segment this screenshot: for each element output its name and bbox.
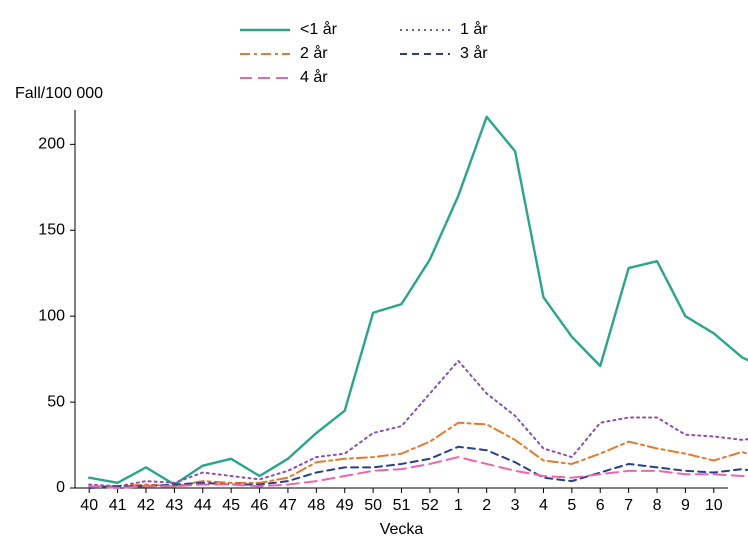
y-tick-label: 0 [56, 479, 65, 496]
x-tick-label: 6 [596, 497, 605, 514]
legend-label: 2 år [300, 44, 328, 62]
x-tick-label: 10 [705, 497, 723, 514]
x-tick-label: 5 [567, 497, 576, 514]
legend-label: 3 år [460, 44, 488, 62]
x-tick-label: 7 [624, 497, 633, 514]
chart-container: 050100150200Fall/100 0004041424344454647… [0, 0, 748, 544]
line-chart: 050100150200Fall/100 0004041424344454647… [0, 0, 748, 544]
x-axis-title: Vecka [380, 521, 424, 538]
legend-label: <1 år [300, 20, 338, 38]
x-tick-label: 41 [109, 497, 127, 514]
x-tick-label: 8 [653, 497, 662, 514]
y-tick-label: 200 [38, 136, 65, 153]
y-tick-label: 100 [38, 307, 65, 324]
y-tick-label: 50 [47, 393, 65, 410]
x-tick-label: 2 [482, 497, 491, 514]
x-tick-label: 48 [307, 497, 325, 514]
x-tick-label: 40 [80, 497, 98, 514]
x-tick-label: 44 [194, 497, 212, 514]
x-tick-label: 49 [336, 497, 354, 514]
x-tick-label: 4 [539, 497, 548, 514]
x-tick-label: 45 [222, 497, 240, 514]
x-tick-label: 43 [165, 497, 183, 514]
legend-label: 1 år [460, 20, 488, 38]
x-tick-label: 51 [393, 497, 411, 514]
x-tick-label: 50 [364, 497, 382, 514]
x-tick-label: 1 [454, 497, 463, 514]
x-tick-label: 47 [279, 497, 297, 514]
x-tick-label: 42 [137, 497, 155, 514]
x-tick-label: 52 [421, 497, 439, 514]
legend-label: 4 år [300, 68, 328, 86]
y-axis-title: Fall/100 000 [15, 85, 103, 102]
x-tick-label: 3 [511, 497, 520, 514]
x-tick-label: 9 [681, 497, 690, 514]
x-tick-label: 46 [251, 497, 269, 514]
y-tick-label: 150 [38, 221, 65, 238]
